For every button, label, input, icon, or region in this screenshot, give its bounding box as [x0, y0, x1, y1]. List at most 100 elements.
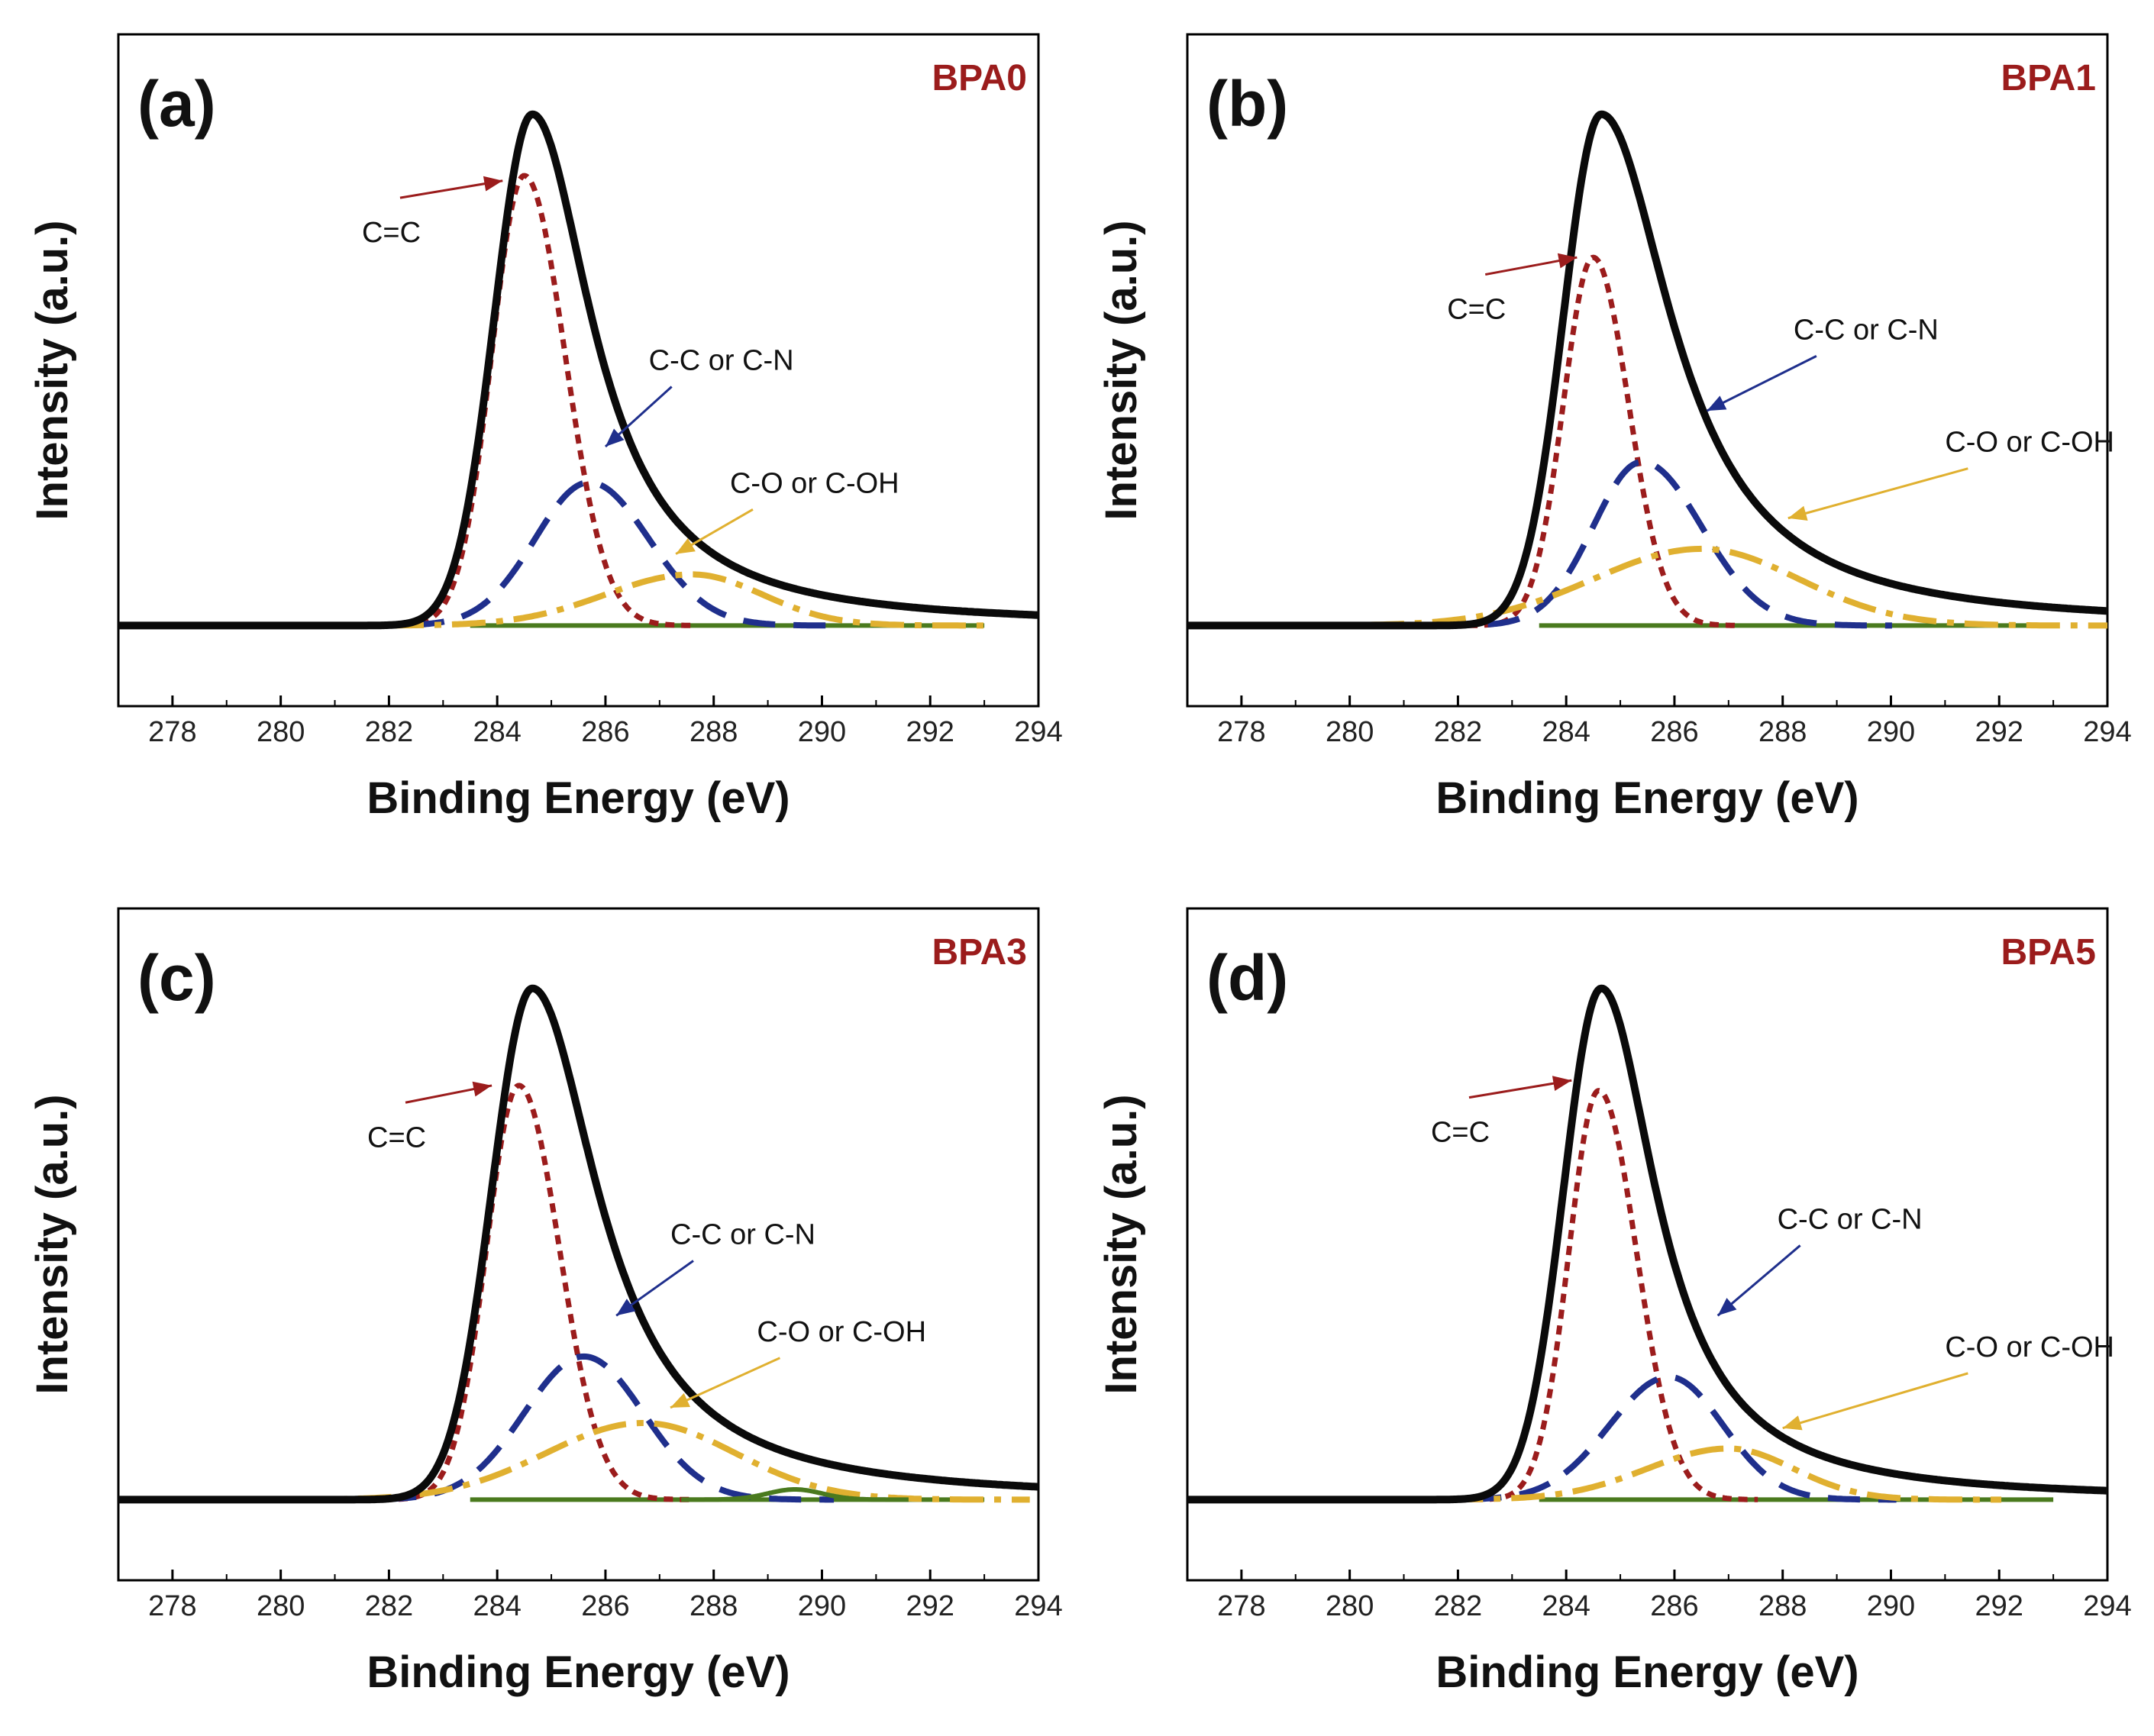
- x-tick-label: 284: [1542, 716, 1590, 748]
- peak-c-c-or-c-n: [1437, 459, 1892, 629]
- annotation-label: C-C or C-N: [1778, 1203, 1923, 1235]
- sample-label: BPA5: [2001, 932, 2096, 973]
- x-axis-title: Binding Energy (eV): [367, 1647, 790, 1697]
- x-tick-label: 292: [906, 716, 954, 748]
- x-tick-label: 294: [2083, 716, 2131, 748]
- x-tick-label: 286: [581, 1590, 629, 1622]
- panel-a: 278 280 282 284 286 288 290 292 294 C=C C-C or C-…: [27, 33, 1063, 823]
- annotation-label: C=C: [1447, 294, 1506, 326]
- x-ticks: 278 280 282 284 286 288 290 292 294: [1187, 1570, 2132, 1622]
- x-tick-label: 284: [1542, 1590, 1590, 1622]
- x-tick-label: 294: [1014, 1590, 1062, 1622]
- plot-frame: [117, 907, 1040, 1582]
- panel-c: 278 280 282 284 286 288 290 292 294 C=C C-C or C-…: [27, 907, 1063, 1697]
- x-tick-label: 282: [365, 716, 413, 748]
- x-tick-label: 292: [1975, 716, 2023, 748]
- curves: [116, 984, 1041, 1504]
- annotation-label: C-C or C-N: [670, 1219, 815, 1251]
- annotation-arrow: [670, 1357, 781, 1409]
- annotations: C=C C-C or C-N C-O or C-OH: [1431, 1076, 2114, 1431]
- y-axis-title: Intensity (a.u.): [1096, 220, 1146, 520]
- annotation-label: C=C: [362, 217, 421, 249]
- panel-d: 278 280 282 284 286 288 290 292 294 C=C C-C or C-…: [1096, 907, 2132, 1697]
- peak-c-c: [1468, 254, 1742, 628]
- x-tick-label: 290: [798, 1590, 846, 1622]
- peak-c-o-or-c-oh: [234, 1420, 1030, 1503]
- peak-c-c: [382, 1083, 689, 1502]
- x-tick-label: 290: [1867, 1590, 1915, 1622]
- x-tick-label: 290: [798, 716, 846, 748]
- x-tick-label: 286: [1650, 1590, 1698, 1622]
- y-axis-title: Intensity (a.u.): [27, 1094, 77, 1394]
- x-tick-label: 280: [257, 716, 305, 748]
- annotation-arrowhead: [472, 1081, 492, 1097]
- peak-minor: [681, 1487, 909, 1502]
- envelope-curve: [116, 984, 1041, 1504]
- annotations: C=C C-C or C-N C-O or C-OH: [362, 176, 899, 555]
- annotation-arrowhead: [483, 176, 503, 192]
- annotation-arrowhead: [676, 537, 696, 554]
- x-tick-label: 288: [1758, 1590, 1807, 1622]
- y-axis-title: Intensity (a.u.): [27, 220, 77, 520]
- peak-c-c: [1474, 1088, 1758, 1502]
- envelope-curve: [116, 110, 1041, 630]
- plot-frame: [117, 33, 1040, 708]
- annotation-arrow: [1706, 355, 1817, 412]
- plot-frame: [1186, 33, 2109, 708]
- peak-c-c-or-c-n: [362, 479, 840, 629]
- sample-label: BPA0: [932, 58, 1027, 98]
- x-tick-label: 278: [148, 716, 196, 748]
- annotation-label: C-O or C-OH: [730, 467, 899, 499]
- x-tick-label: 286: [1650, 716, 1698, 748]
- peak-c-c: [388, 173, 695, 628]
- x-tick-label: 292: [1975, 1590, 2023, 1622]
- annotation-arrowhead: [1707, 395, 1727, 411]
- x-axis-title: Binding Energy (eV): [1435, 1647, 1859, 1697]
- x-ticks: 278 280 282 284 286 288 290 292 294: [118, 1570, 1063, 1622]
- x-axis-title: Binding Energy (eV): [367, 773, 790, 823]
- annotation-label: C=C: [1431, 1117, 1490, 1149]
- x-tick-label: 288: [1758, 716, 1807, 748]
- annotation-arrowhead: [1787, 505, 1808, 521]
- sample-label: BPA3: [932, 932, 1027, 973]
- peak-c-o-or-c-oh: [328, 571, 988, 629]
- annotation-arrowhead: [616, 1299, 636, 1316]
- x-tick-label: 284: [473, 716, 521, 748]
- panel-label: (a): [137, 68, 216, 140]
- annotation-arrow: [1787, 467, 1968, 520]
- x-tick-label: 278: [1217, 1590, 1265, 1622]
- annotations: C=C C-C or C-N C-O or C-OH: [367, 1081, 926, 1409]
- annotation-label: C-C or C-N: [1794, 314, 1939, 346]
- annotation-arrowhead: [1552, 1076, 1572, 1092]
- x-tick-label: 286: [581, 716, 629, 748]
- x-ticks: 278 280 282 284 286 288 290 292 294: [1187, 695, 2132, 748]
- curves: [1185, 110, 2110, 630]
- x-tick-label: 282: [365, 1590, 413, 1622]
- x-axis-title: Binding Energy (eV): [1435, 773, 1859, 823]
- annotation-label: C-O or C-OH: [757, 1316, 926, 1348]
- annotation-arrow: [1782, 1372, 1968, 1430]
- peak-c-o-or-c-oh: [1387, 1445, 2002, 1503]
- x-ticks: 278 280 282 284 286 288 290 292 294: [118, 695, 1063, 748]
- x-tick-label: 292: [906, 1590, 954, 1622]
- x-tick-label: 278: [1217, 716, 1265, 748]
- x-tick-label: 290: [1867, 716, 1915, 748]
- plot-frame: [1186, 907, 2109, 1582]
- x-tick-label: 280: [257, 1590, 305, 1622]
- panel-label: (c): [137, 942, 216, 1014]
- annotation-arrowhead: [1717, 1298, 1737, 1316]
- curves: [116, 110, 1041, 630]
- x-tick-label: 284: [473, 1590, 521, 1622]
- x-tick-label: 282: [1434, 1590, 1482, 1622]
- panel-label: (b): [1206, 68, 1288, 140]
- x-tick-label: 280: [1326, 716, 1374, 748]
- peak-c-o-or-c-oh: [1247, 545, 2107, 629]
- annotation-arrowhead: [605, 428, 625, 447]
- y-axis-title: Intensity (a.u.): [1096, 1094, 1146, 1394]
- x-tick-label: 294: [1014, 716, 1062, 748]
- x-tick-label: 278: [148, 1590, 196, 1622]
- annotation-label: C-C or C-N: [649, 345, 794, 377]
- envelope-curve: [1185, 984, 2110, 1504]
- sample-label: BPA1: [2001, 58, 2096, 98]
